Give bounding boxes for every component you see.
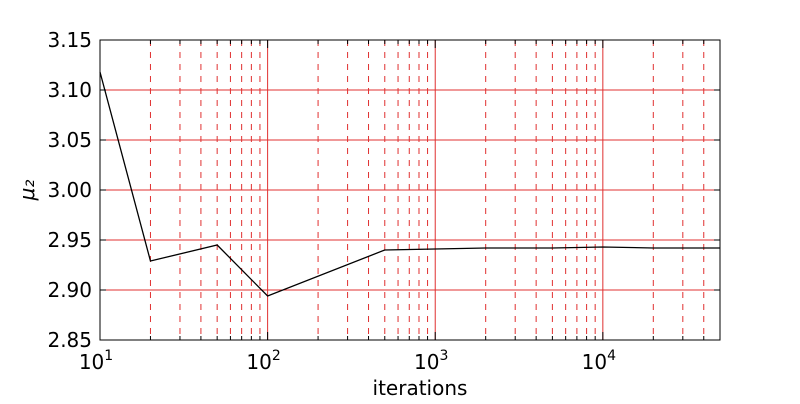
y-tick-label: 3.15 <box>47 28 92 52</box>
y-tick-label: 2.90 <box>47 278 92 302</box>
x-tick-label: 102 <box>246 348 280 374</box>
y-tick-label: 2.85 <box>47 328 92 352</box>
y-tick-label: 3.05 <box>47 128 92 152</box>
y-tick-label: 3.10 <box>47 78 92 102</box>
x-axis-label: iterations <box>373 376 468 400</box>
y-tick-label: 2.95 <box>47 228 92 252</box>
x-tick-label: 101 <box>79 348 113 374</box>
x-tick-label: 104 <box>582 348 616 374</box>
grid-layer <box>100 40 720 340</box>
x-tick-label: 103 <box>414 348 448 374</box>
labels-layer: 2.85 2.90 2.95 3.00 3.05 3.10 3.15 101 102 103 104 <box>47 28 616 374</box>
y-tick-label: 3.00 <box>47 178 92 202</box>
y-axis-label: μ₂ <box>15 180 39 202</box>
series-layer <box>100 72 720 296</box>
series-line <box>100 72 720 296</box>
